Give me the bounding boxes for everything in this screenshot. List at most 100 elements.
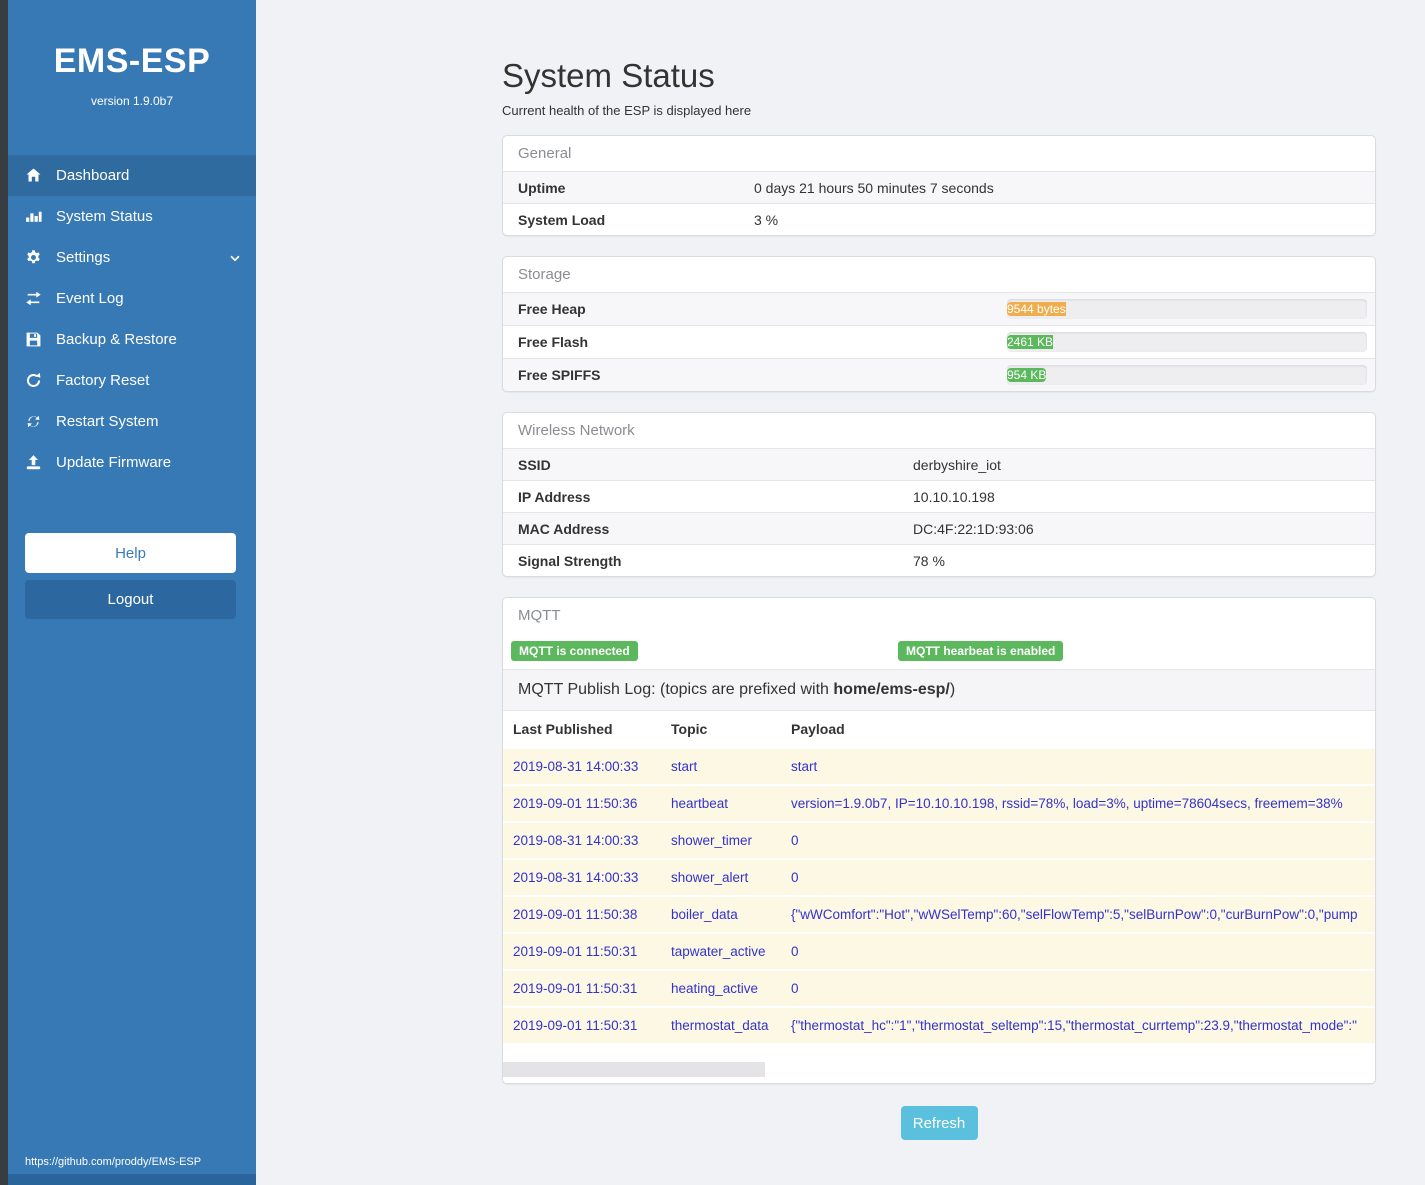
table-row: Free Flash 2461 KB	[503, 325, 1375, 358]
log-payload: 0	[791, 870, 799, 885]
progress-bar-track: 9544 bytes	[1007, 299, 1367, 319]
row-label: System Load	[518, 211, 606, 228]
mqtt-panel-title: MQTT	[518, 607, 561, 624]
table-row: Uptime 0 days 21 hours 50 minutes 7 seco…	[503, 171, 1375, 203]
home-icon	[23, 167, 43, 184]
sidebar-item-label: Event Log	[56, 290, 124, 307]
sidebar-item-label: Update Firmware	[56, 454, 172, 471]
mqtt-badges-row: MQTT is connected MQTT hearbeat is enabl…	[503, 633, 1375, 669]
row-value: derbyshire_iot	[913, 456, 1001, 473]
page-title: System Status	[502, 57, 715, 94]
sidebar-item-backup-restore[interactable]: Backup & Restore	[8, 319, 256, 360]
row-label: Signal Strength	[518, 552, 622, 569]
reset-icon	[23, 372, 43, 389]
main-content: System Status Current health of the ESP …	[502, 0, 1376, 1140]
mqtt-log-title-suffix: )	[949, 681, 956, 698]
sidebar-item-event-log[interactable]: Event Log	[8, 278, 256, 319]
log-row: 2019-09-01 11:50:38 boiler_data {"wWComf…	[503, 895, 1375, 932]
window-edge-strip	[0, 0, 8, 1185]
table-row: IP Address 10.10.10.198	[503, 480, 1375, 512]
log-date: 2019-09-01 11:50:31	[513, 981, 638, 996]
row-value: DC:4F:22:1D:93:06	[913, 520, 1034, 537]
log-topic: tapwater_active	[671, 944, 766, 959]
row-value: 3 %	[754, 211, 779, 228]
log-row: 2019-08-31 14:00:33 start start	[503, 747, 1375, 784]
sidebar-item-restart-system[interactable]: Restart System	[8, 401, 256, 442]
log-date: 2019-09-01 11:50:38	[513, 907, 638, 922]
refresh-button[interactable]: Refresh	[900, 1106, 978, 1140]
general-panel-title: General	[518, 145, 572, 162]
gear-icon	[23, 249, 43, 266]
wireless-panel-title: Wireless Network	[518, 422, 635, 439]
sidebar-bottom-strip	[8, 1174, 256, 1185]
table-row: MAC Address DC:4F:22:1D:93:06	[503, 512, 1375, 544]
sidebar-item-factory-reset[interactable]: Factory Reset	[8, 360, 256, 401]
sidebar-menu: Dashboard System Status Settings Event L…	[8, 155, 256, 483]
progress-bar-track: 2461 KB	[1007, 332, 1367, 352]
log-row: 2019-08-31 14:00:33 shower_alert 0	[503, 858, 1375, 895]
progress-bar-fill: 2461 KB	[1007, 335, 1054, 349]
help-button[interactable]: Help	[25, 533, 236, 573]
sidebar-item-label: Dashboard	[56, 167, 130, 184]
table-row: Free Heap 9544 bytes	[503, 292, 1375, 325]
log-date: 2019-09-01 11:50:31	[513, 944, 638, 959]
log-topic: shower_timer	[671, 833, 753, 848]
log-payload: 0	[791, 833, 799, 848]
log-date: 2019-08-31 14:00:33	[513, 833, 639, 848]
log-payload: version=1.9.0b7, IP=10.10.10.198, rssid=…	[791, 796, 1343, 811]
github-link[interactable]: https://github.com/proddy/EMS-ESP	[25, 1156, 202, 1168]
wireless-panel: Wireless Network SSID derbyshire_iot IP …	[502, 412, 1376, 577]
sidebar-item-settings[interactable]: Settings	[8, 237, 256, 278]
log-date: 2019-09-01 11:50:36	[513, 796, 638, 811]
general-panel: General Uptime 0 days 21 hours 50 minute…	[502, 135, 1376, 236]
progress-bar-track: 954 KB	[1007, 365, 1367, 385]
log-row: 2019-09-01 11:50:31 tapwater_active 0	[503, 932, 1375, 969]
mqtt-log-title: MQTT Publish Log: (topics are prefixed w…	[503, 669, 1375, 711]
log-row: 2019-09-01 11:50:31 thermostat_data {"th…	[503, 1006, 1375, 1043]
general-rows: Uptime 0 days 21 hours 50 minutes 7 seco…	[503, 171, 1375, 235]
log-payload: {"wWComfort":"Hot","wWSelTemp":60,"selFl…	[791, 907, 1358, 922]
mqtt-connected-badge: MQTT is connected	[511, 641, 638, 661]
log-date: 2019-09-01 11:50:31	[513, 1018, 638, 1033]
log-topic: thermostat_data	[671, 1018, 769, 1033]
log-topic: start	[671, 759, 698, 774]
swap-arrows-icon	[23, 290, 43, 307]
horizontal-scrollbar	[503, 1043, 1375, 1083]
upload-icon	[23, 454, 43, 471]
storage-panel-title: Storage	[518, 266, 571, 283]
horizontal-scrollbar-thumb[interactable]	[503, 1062, 765, 1077]
row-label: IP Address	[518, 488, 591, 505]
row-label: Uptime	[518, 179, 566, 196]
log-topic: shower_alert	[671, 870, 749, 885]
mqtt-topic-prefix: home/ems-esp/	[833, 681, 950, 698]
sidebar-item-label: Settings	[56, 249, 111, 266]
row-label: Free Heap	[518, 301, 586, 317]
sidebar-item-label: System Status	[56, 208, 153, 225]
row-value: 0 days 21 hours 50 minutes 7 seconds	[754, 179, 994, 196]
app-version: version 1.9.0b7	[90, 94, 174, 108]
log-payload: {"thermostat_hc":"1","thermostat_seltemp…	[791, 1018, 1357, 1033]
sidebar-item-update-firmware[interactable]: Update Firmware	[8, 442, 256, 483]
log-payload: 0	[791, 944, 799, 959]
log-payload: start	[791, 759, 818, 774]
table-row: Signal Strength 78 %	[503, 544, 1375, 576]
log-row: 2019-09-01 11:50:36 heartbeat version=1.…	[503, 784, 1375, 821]
row-label: SSID	[518, 456, 551, 473]
header-payload: Payload	[791, 721, 845, 737]
status-bars-icon	[23, 208, 43, 225]
row-label: Free Flash	[518, 334, 589, 350]
log-topic: heating_active	[671, 981, 759, 996]
log-date: 2019-08-31 14:00:33	[513, 759, 639, 774]
row-value: 10.10.10.198	[913, 488, 995, 505]
row-label: Free SPIFFS	[518, 367, 601, 383]
sidebar-item-label: Restart System	[56, 413, 159, 430]
progress-bar-fill: 9544 bytes	[1007, 302, 1066, 316]
log-topic: boiler_data	[671, 907, 738, 922]
logout-button[interactable]: Logout	[25, 580, 236, 619]
sidebar-item-label: Backup & Restore	[56, 331, 177, 348]
sidebar-item-dashboard[interactable]: Dashboard	[8, 155, 256, 196]
storage-rows: Free Heap 9544 bytes Free Flash 2461 KB …	[503, 292, 1375, 391]
mqtt-heartbeat-badge: MQTT hearbeat is enabled	[898, 641, 1064, 661]
sidebar-item-system-status[interactable]: System Status	[8, 196, 256, 237]
